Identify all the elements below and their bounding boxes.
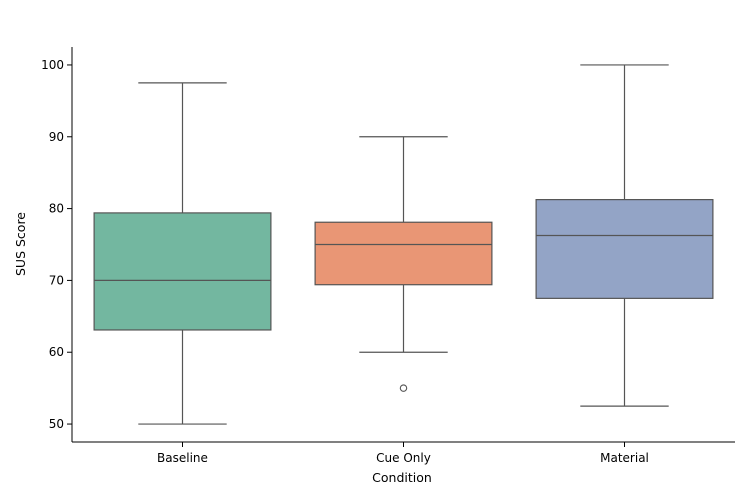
y-tick-label: 70: [49, 273, 64, 287]
box-group-cue-only: [314, 136, 493, 392]
y-tick-label: 60: [49, 345, 64, 359]
y-tick-label: 100: [41, 58, 64, 72]
box-group-baseline: [93, 82, 272, 425]
box-iqr: [314, 221, 493, 286]
box-iqr: [93, 212, 272, 331]
x-tick-label: Material: [600, 451, 649, 465]
y-tick-label: 50: [49, 417, 64, 431]
y-tick-label: 80: [49, 202, 64, 216]
y-axis-ticks: 50 60 70 80 90 100: [41, 58, 72, 431]
x-axis-ticks: Baseline Cue Only Material: [157, 442, 649, 465]
box-iqr: [535, 199, 714, 299]
plot-area: [93, 64, 714, 425]
outlier-point: [399, 384, 408, 392]
y-tick-label: 90: [49, 130, 64, 144]
y-axis-label: SUS Score: [13, 212, 28, 276]
x-tick-label: Baseline: [157, 451, 208, 465]
box-group-material: [535, 64, 714, 407]
x-axis-label: Condition: [372, 470, 432, 485]
x-tick-label: Cue Only: [376, 451, 431, 465]
